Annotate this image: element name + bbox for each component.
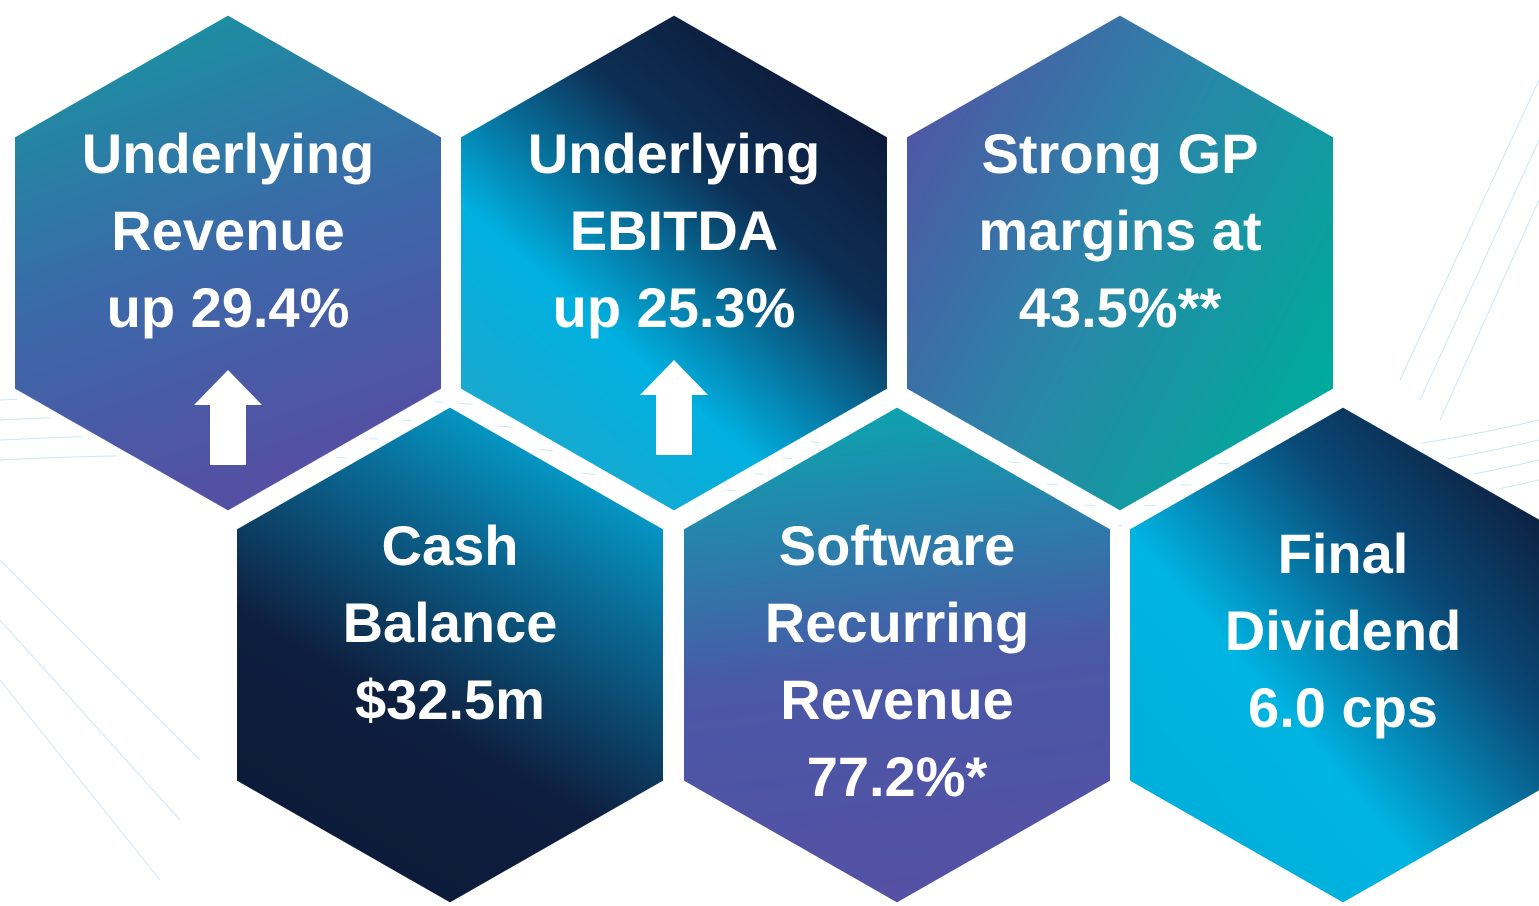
up-arrow (640, 360, 708, 455)
hexagon-text: Final (1278, 522, 1409, 585)
hexagon-shape (453, 6, 895, 520)
hexagon: Underlying Revenue up 29.4% (7, 6, 449, 520)
hexagon: Final Dividend 6.0 cps (1122, 398, 1539, 906)
hexagon-text: Dividend (1225, 599, 1461, 662)
hexagon-text: up 25.3% (553, 276, 796, 339)
hexagon-text: 77.2%* (807, 745, 988, 808)
hexagon-shape (229, 398, 671, 906)
hexagon: Strong GP margins at 43.5%** (899, 6, 1341, 520)
hexagon-text: Recurring (765, 591, 1030, 654)
hexagon-text: 43.5%** (1019, 276, 1222, 339)
hexagon-text: up 29.4% (107, 276, 350, 339)
hexagon-text: Revenue (780, 668, 1013, 731)
hexagon-text: 6.0 cps (1248, 676, 1438, 739)
hexagon-shape (1122, 398, 1539, 906)
hexagon-text: Underlying (82, 122, 374, 185)
hexagon-text: Balance (343, 591, 558, 654)
hexagon-text: margins at (978, 199, 1261, 262)
hexagon-text: Strong GP (982, 122, 1259, 185)
hexagon: Software Recurring Revenue 77.2%* (676, 398, 1118, 906)
hexagon: Underlying EBITDA up 25.3% (453, 6, 895, 520)
hexagon-shape (899, 6, 1341, 520)
hexagon-text: Software (779, 514, 1016, 577)
hexagon-text: Underlying (528, 122, 820, 185)
hexagon-text: EBITDA (570, 199, 778, 262)
hexagon-shape (676, 398, 1118, 906)
hexagon-shape (7, 6, 449, 520)
hexagon: Cash Balance $32.5m (229, 398, 671, 906)
up-arrow (194, 370, 262, 465)
hexagon-text: Cash (382, 514, 519, 577)
hexagon-text: Revenue (111, 199, 344, 262)
hexagon-text: $32.5m (355, 668, 545, 731)
